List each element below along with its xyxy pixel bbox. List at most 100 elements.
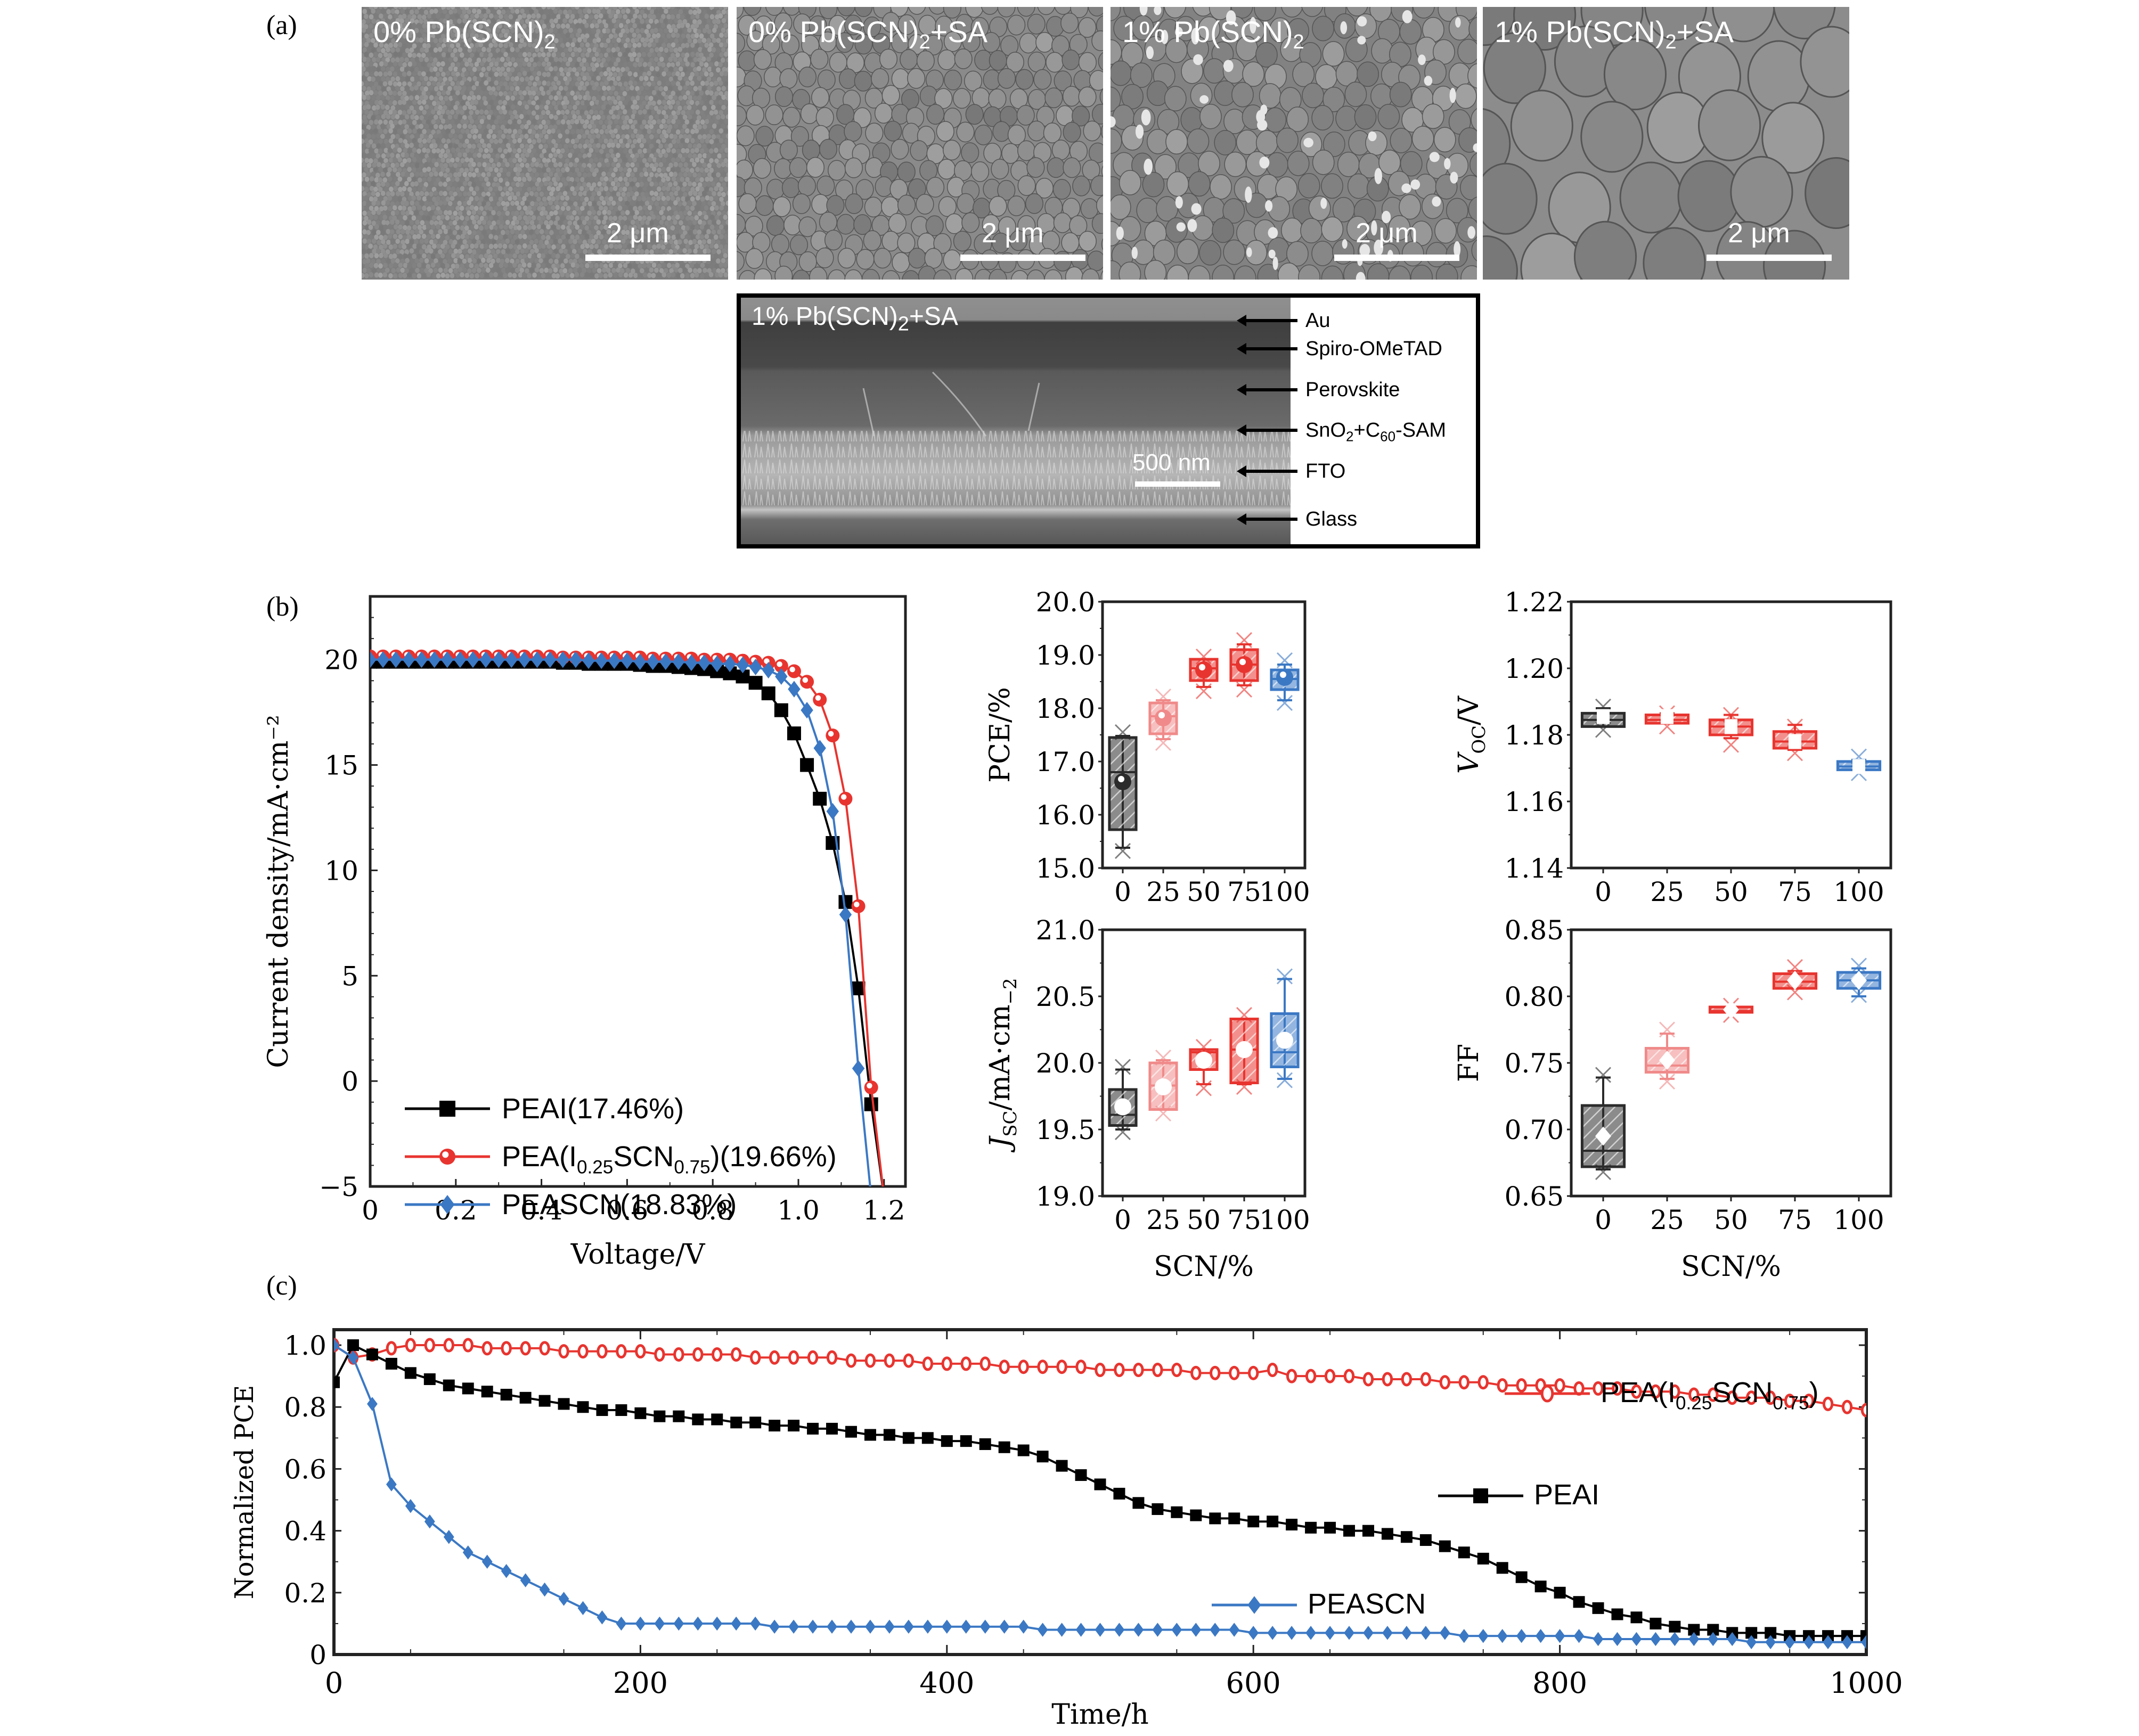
- marker-diamond: [597, 1610, 608, 1625]
- marker-diamond: [673, 1616, 684, 1631]
- mean-marker: [1723, 1000, 1739, 1019]
- marker-diamond: [1171, 1623, 1182, 1637]
- y-tick-label: 0: [309, 1640, 326, 1671]
- marker-diamond: [1650, 1632, 1661, 1647]
- outlier-marker: [1786, 718, 1803, 735]
- x-tick-label: 50: [1187, 1205, 1221, 1235]
- y-tick-label: 0.4: [284, 1516, 326, 1547]
- y-tick-label: 20.5: [1036, 981, 1095, 1012]
- outlier-marker: [1195, 648, 1212, 665]
- sem-image-title: 1% Pb(SCN)2+SA: [1495, 15, 1734, 54]
- marker-circle: [864, 1080, 878, 1095]
- outlier-marker: [1786, 984, 1803, 1001]
- marker-circle-open: [654, 1347, 665, 1362]
- box-0: [1108, 724, 1138, 859]
- marker-diamond: [1420, 1626, 1431, 1640]
- marker-diamond: [979, 1619, 991, 1634]
- marker-circle-open: [826, 1350, 838, 1365]
- marker-square: [1630, 1611, 1643, 1624]
- y-tick-label: 5: [341, 961, 358, 992]
- marker-diamond: [884, 1619, 895, 1634]
- scale-bar: [960, 255, 1085, 261]
- y-tick-label: 1.22: [1505, 587, 1564, 618]
- outlier-marker: [1276, 652, 1293, 669]
- marker-diamond: [370, 651, 377, 668]
- marker-diamond: [1631, 1632, 1642, 1647]
- marker-square: [1228, 1512, 1240, 1525]
- marker-square: [404, 1367, 417, 1379]
- marker-diamond: [424, 1514, 435, 1529]
- marker-circle-open: [1688, 1387, 1700, 1402]
- marker-square: [519, 1391, 532, 1404]
- marker-square: [1286, 1519, 1298, 1530]
- mean-marker: [1597, 709, 1610, 724]
- x-tick-label: 400: [919, 1666, 974, 1700]
- x-tick-label: 1.0: [777, 1195, 820, 1226]
- outlier-marker: [1155, 734, 1172, 751]
- marker-diamond: [1018, 1619, 1029, 1634]
- marker-square: [921, 1432, 934, 1444]
- outlier-marker: [1195, 1038, 1212, 1055]
- marker-circle-open: [673, 1347, 684, 1362]
- mean-marker: [1114, 1098, 1131, 1116]
- marker-square: [1209, 1512, 1221, 1525]
- arrow-head-icon: [1237, 315, 1246, 326]
- marker-square: [774, 703, 788, 717]
- outlier-marker: [1236, 1078, 1253, 1095]
- marker-square: [439, 1101, 455, 1117]
- y-tick-label: 0.65: [1505, 1181, 1564, 1212]
- marker-circle-open: [1286, 1369, 1297, 1383]
- marker-square: [1496, 1562, 1508, 1574]
- x-tick-label: 0: [362, 1195, 379, 1226]
- marker-diamond: [646, 653, 659, 670]
- marker-diamond: [389, 651, 402, 668]
- box-100: [1270, 652, 1300, 711]
- marker-diamond: [1305, 1626, 1316, 1640]
- box-0: [1108, 1059, 1138, 1141]
- marker-circle-open: [922, 1356, 934, 1371]
- marker-square: [769, 1420, 781, 1432]
- marker-circle-open: [1210, 1365, 1221, 1380]
- marker-diamond: [1746, 1635, 1757, 1649]
- layer-label: Perovskite: [1305, 379, 1400, 401]
- marker-circle-open: [1362, 1372, 1374, 1387]
- box-75: [1772, 959, 1818, 1001]
- sem-texture: [1111, 7, 1477, 280]
- marker-diamond: [1210, 1623, 1221, 1637]
- y-tick-label: 1.20: [1505, 653, 1564, 684]
- marker-square: [443, 1379, 455, 1391]
- marker-square: [800, 758, 814, 772]
- marker-diamond: [462, 1545, 473, 1560]
- marker-circle-open: [1248, 1365, 1259, 1380]
- marker-circle-open: [1708, 1387, 1719, 1402]
- marker-circle-open: [1190, 1365, 1202, 1380]
- x-axis-label: SCN/%: [1154, 1251, 1254, 1283]
- legend-label: PEAI(17.46%): [502, 1093, 684, 1125]
- cross-section-scale-label: 500 nm: [1132, 449, 1211, 476]
- marker-diamond: [1688, 1632, 1700, 1647]
- marker-circle-open: [1133, 1363, 1144, 1378]
- marker-diamond: [454, 651, 467, 668]
- outlier-marker: [1195, 683, 1212, 700]
- marker-diamond: [443, 1530, 454, 1544]
- outlier-marker: [1236, 681, 1253, 698]
- y-tick-label: 0.6: [284, 1454, 326, 1485]
- voc-box-chart: 1.14 1.16 1.18 1.20 1.22 0 25 50 75 100 VOC/V: [1453, 587, 1892, 907]
- marker-diamond: [1190, 1623, 1202, 1637]
- y-tick-label: 15.0: [1036, 853, 1095, 884]
- marker-diamond: [558, 1592, 569, 1606]
- marker-square: [1343, 1525, 1356, 1537]
- marker-square: [1362, 1525, 1374, 1537]
- mean-marker: [1789, 734, 1801, 749]
- mean-highlight: [1239, 659, 1246, 665]
- y-tick-label: 0.8: [284, 1392, 326, 1423]
- marker-square: [813, 791, 827, 806]
- marker-diamond: [1708, 1632, 1719, 1647]
- marker-circle-open: [1037, 1360, 1048, 1374]
- sem-image: 1% Pb(SCN)2 2 μm: [1111, 7, 1477, 280]
- x-tick-label: 25: [1146, 1205, 1180, 1235]
- x-axis-label: Voltage/V: [570, 1239, 706, 1271]
- x-tick-label: 1.2: [863, 1195, 905, 1226]
- outlier-marker: [1659, 1073, 1676, 1090]
- x-tick-label: 0.8: [691, 1195, 734, 1226]
